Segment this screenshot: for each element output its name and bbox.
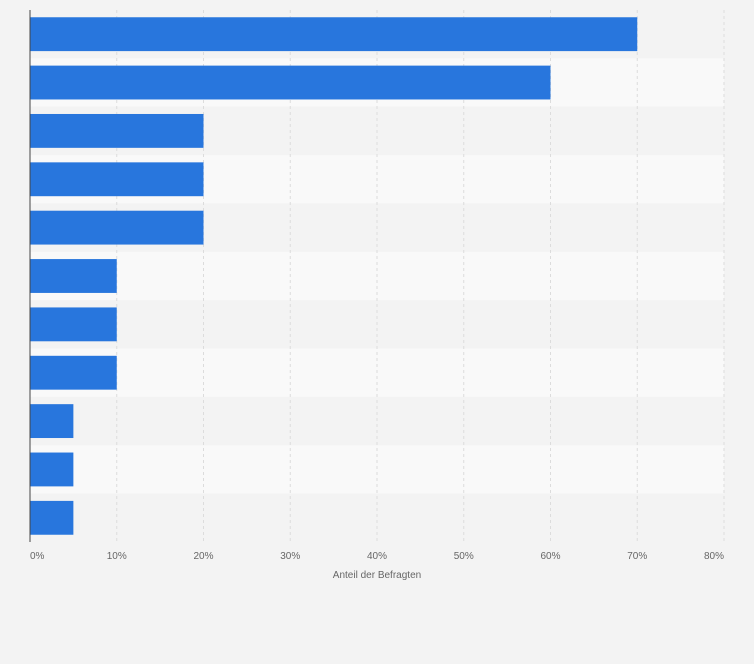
bars bbox=[30, 17, 638, 535]
x-tick-label: 30% bbox=[280, 551, 300, 562]
x-tick-label: 10% bbox=[107, 551, 127, 562]
bar bbox=[30, 307, 117, 342]
bar bbox=[30, 259, 117, 293]
x-tick-label: 20% bbox=[193, 551, 213, 562]
x-tick-label: 80% bbox=[704, 551, 724, 562]
x-tick-label: 60% bbox=[540, 551, 560, 562]
bar bbox=[30, 65, 551, 100]
bar bbox=[30, 162, 204, 197]
bar bbox=[30, 500, 74, 535]
x-tick-labels: 0% 10% 20% 30% 40% 50% 60% 70% 80% bbox=[30, 551, 724, 562]
x-tick-label: 0% bbox=[30, 551, 45, 562]
x-tick-label: 50% bbox=[454, 551, 474, 562]
bar bbox=[30, 113, 204, 148]
bar bbox=[30, 404, 74, 439]
x-axis-label: Anteil der Befragten bbox=[333, 570, 421, 581]
x-tick-label: 40% bbox=[367, 551, 387, 562]
bar bbox=[30, 17, 638, 52]
x-tick-label: 70% bbox=[627, 551, 647, 562]
bar bbox=[30, 210, 204, 245]
bar bbox=[30, 355, 117, 390]
bar bbox=[30, 452, 74, 487]
